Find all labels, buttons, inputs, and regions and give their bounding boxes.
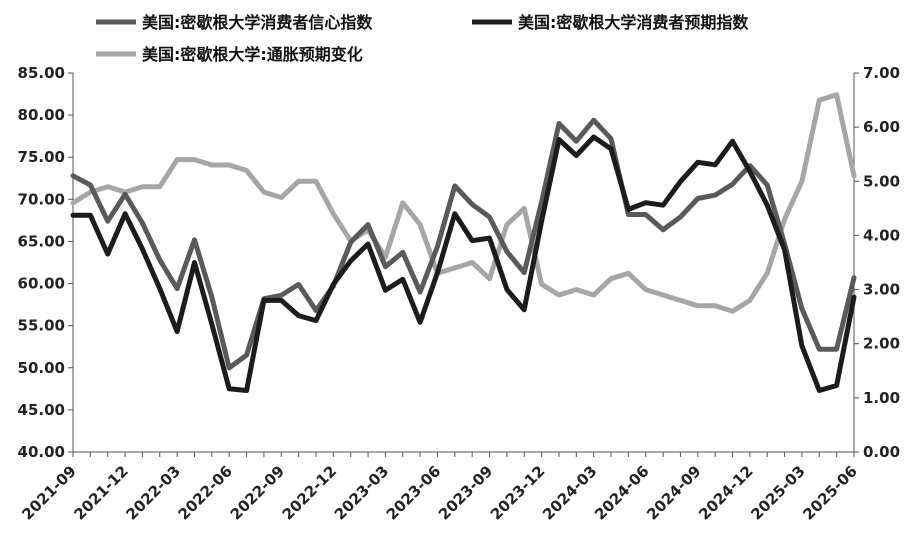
x-tick-label: 2024-03 <box>539 462 600 523</box>
legend-label-confidence: 美国:密歇根大学消费者信心指数 <box>142 13 373 32</box>
x-tick-label: 2024-12 <box>695 462 756 523</box>
x-tick-label: 2023-09 <box>435 462 496 523</box>
x-tick-label: 2025-03 <box>747 462 808 523</box>
y-left-tick-label: 40.00 <box>18 443 65 461</box>
legend-label-inflation: 美国:密歇根大学:通胀预期变化 <box>142 45 363 64</box>
y-left-tick-label: 60.00 <box>18 275 65 293</box>
x-tick-label: 2023-03 <box>331 462 392 523</box>
y-right-tick-label: 2.00 <box>863 335 900 353</box>
y-right-tick-label: 4.00 <box>863 226 900 244</box>
series-lines <box>70 92 857 393</box>
x-tick-label: 2022-03 <box>123 462 184 523</box>
y-right-tick-label: 7.00 <box>863 64 900 82</box>
y-left-tick-label: 85.00 <box>18 64 65 82</box>
x-tick-label: 2023-12 <box>487 462 548 523</box>
x-tick-label: 2024-09 <box>643 462 704 523</box>
x-tick-label: 2023-06 <box>383 462 444 523</box>
y-left-tick-label: 65.00 <box>18 232 65 250</box>
y-left-tick-label: 50.00 <box>18 359 65 377</box>
series-line-expectations <box>70 134 857 393</box>
legend-label-expectations: 美国:密歇根大学消费者预期指数 <box>518 13 749 32</box>
y-right-tick-label: 1.00 <box>863 389 900 407</box>
x-tick-label: 2025-06 <box>799 462 860 523</box>
y-left-tick-label: 45.00 <box>18 401 65 419</box>
legend-item-expectations: 美国:密歇根大学消费者预期指数 <box>472 13 749 32</box>
y-left-tick-label: 70.00 <box>18 190 65 208</box>
y-left-tick-label: 75.00 <box>18 148 65 166</box>
series-line-inflation <box>70 92 857 314</box>
y-left-tick-label: 55.00 <box>18 317 65 335</box>
x-tick-label: 2021-09 <box>18 462 79 523</box>
x-tick-label: 2022-09 <box>227 462 288 523</box>
y-right-tick-label: 3.00 <box>863 281 900 299</box>
legend-item-inflation: 美国:密歇根大学:通胀预期变化 <box>96 45 363 64</box>
y-right-tick-label: 0.00 <box>863 443 900 461</box>
x-tick-label: 2022-12 <box>279 462 340 523</box>
x-tick-label: 2024-06 <box>591 462 652 523</box>
x-tick-label: 2021-12 <box>70 462 131 523</box>
legend: 美国:密歇根大学消费者信心指数 美国:密歇根大学消费者预期指数 美国:密歇根大学… <box>96 13 749 64</box>
y-left-tick-label: 80.00 <box>18 106 65 124</box>
legend-item-confidence: 美国:密歇根大学消费者信心指数 <box>96 13 373 32</box>
axes: 40.00 45.00 50.00 55.00 60.00 65.00 70.00 75.00… <box>18 64 900 524</box>
y-right-tick-label: 5.00 <box>863 172 900 190</box>
y-right-tick-label: 6.00 <box>863 118 900 136</box>
series-line-confidence <box>70 117 857 371</box>
x-tick-label: 2022-06 <box>175 462 236 523</box>
